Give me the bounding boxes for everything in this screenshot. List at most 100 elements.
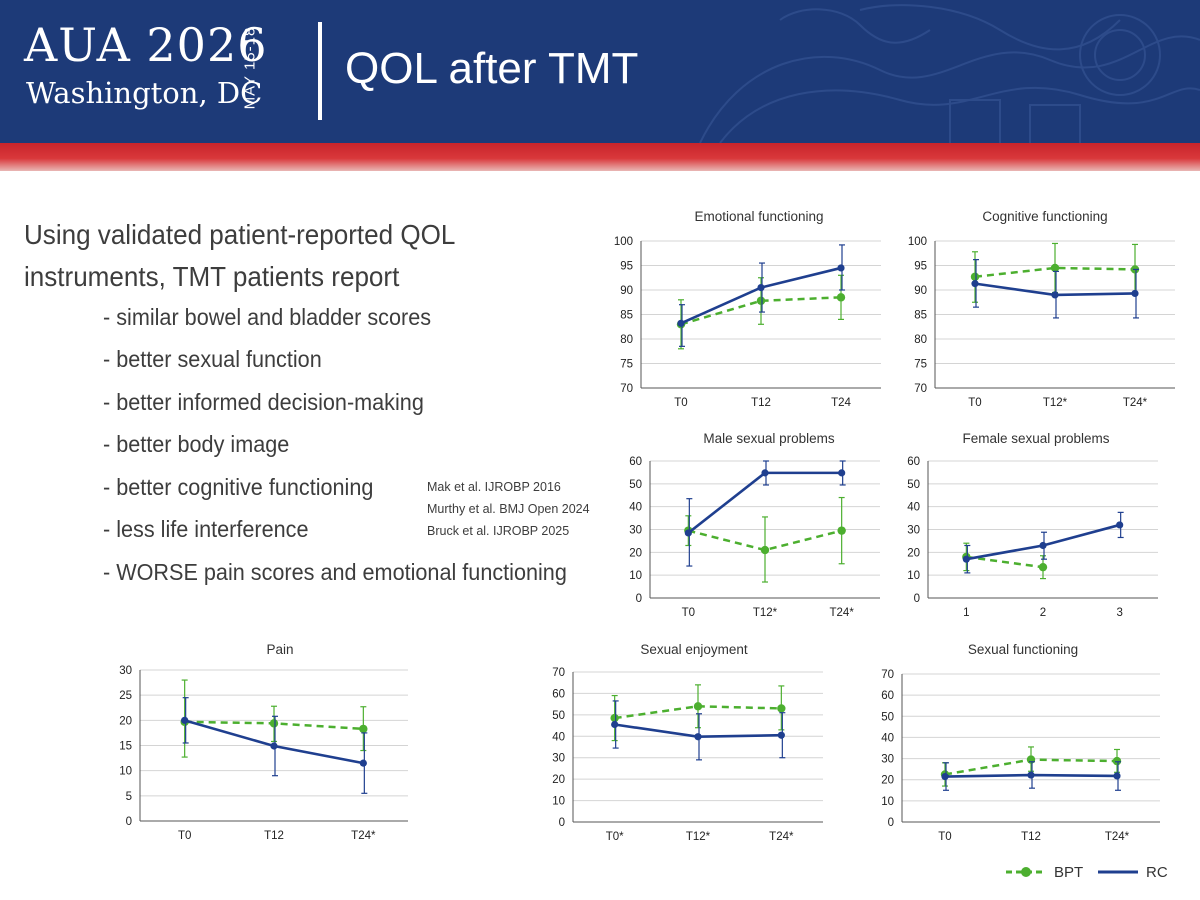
chart-title: Pain: [266, 642, 293, 657]
x-tick-label: T0: [178, 830, 191, 842]
x-tick-label: T12: [1021, 831, 1041, 843]
y-tick-label: 75: [914, 359, 927, 371]
point-bpt: [1050, 263, 1060, 273]
point-bpt: [610, 713, 619, 723]
y-tick-label: 90: [620, 285, 633, 297]
intro-line-1: Using validated patient-reported QOL: [24, 219, 456, 250]
y-tick-label: 40: [629, 502, 642, 514]
title-divider: [318, 22, 322, 120]
y-tick-label: 70: [620, 383, 633, 395]
y-tick-label: 10: [907, 570, 920, 582]
point-rc: [359, 759, 367, 767]
y-tick-label: 5: [126, 791, 132, 803]
y-tick-label: 70: [881, 669, 894, 681]
point-rc: [1051, 291, 1059, 299]
chart-title: Male sexual problems: [703, 431, 835, 446]
x-tick-label: T0: [938, 831, 951, 843]
y-tick-label: 30: [881, 754, 894, 766]
y-tick-label: 0: [636, 593, 642, 605]
red-band: [0, 143, 1200, 171]
chart-panel: Female sexual problems 0 10 20 30 40 50 60 1 2 3: [907, 431, 1158, 619]
y-tick-label: 85: [620, 310, 633, 322]
point-bpt: [970, 272, 980, 281]
y-tick-label: 10: [881, 796, 894, 808]
chart-panel: Cognitive functioning 70 75 80 85 90 95 100 T0 T1…: [908, 209, 1175, 409]
y-tick-label: 75: [620, 359, 633, 371]
series-line-bpt: [680, 296, 842, 326]
y-tick-label: 20: [907, 547, 920, 559]
y-tick-label: 30: [907, 525, 920, 537]
y-tick-label: 70: [914, 383, 927, 395]
point-rc: [1039, 541, 1047, 550]
chart-title: Female sexual problems: [962, 431, 1109, 446]
x-tick-label: T0*: [606, 831, 624, 843]
point-bpt: [760, 545, 770, 555]
legend-rc-label: RC: [1146, 864, 1168, 881]
point-rc: [684, 529, 692, 537]
y-tick-label: 50: [881, 711, 894, 723]
chart-title: Sexual functioning: [968, 642, 1078, 657]
x-tick-label: T24: [831, 397, 851, 409]
y-tick-label: 10: [629, 570, 642, 582]
y-tick-label: 85: [914, 310, 927, 322]
chart-title: Sexual enjoyment: [640, 642, 748, 657]
point-rc: [1116, 521, 1124, 529]
y-tick-label: 50: [907, 479, 920, 491]
x-tick-label: T12*: [753, 607, 778, 619]
x-tick-label: T24*: [769, 831, 794, 843]
chart-panel: Male sexual problems 0 10 20 30 40 50 60 T0 T12* T…: [629, 431, 880, 619]
logo-location: Washington, DC: [26, 76, 263, 110]
x-tick-label: T24*: [351, 830, 376, 842]
x-tick-label: T24*: [830, 607, 855, 619]
logo-title: AUA 2026: [24, 18, 268, 72]
chart-panel: Pain 0 5 10 15 20 25 30 T0 T12 T24*: [119, 642, 408, 842]
y-tick-label: 40: [552, 731, 565, 743]
x-tick-label: T0: [968, 397, 981, 409]
x-tick-label: T0: [682, 607, 695, 619]
y-tick-label: 20: [119, 715, 132, 727]
point-bpt: [693, 702, 703, 711]
point-rc: [1027, 771, 1035, 779]
bullet-item: - similar bowel and bladder scores: [103, 304, 432, 330]
point-rc: [757, 283, 765, 292]
point-rc: [1131, 289, 1139, 298]
slide-title: QOL after TMT: [345, 44, 639, 93]
point-bpt: [777, 704, 786, 713]
bullet-item: - better informed decision-making: [103, 389, 424, 415]
point-rc: [181, 716, 189, 724]
y-tick-label: 15: [119, 741, 132, 753]
y-tick-label: 100: [614, 236, 633, 248]
y-tick-label: 0: [559, 817, 565, 829]
x-tick-label: T24*: [1105, 831, 1130, 843]
point-rc: [962, 555, 970, 563]
point-rc: [837, 264, 845, 272]
y-tick-label: 10: [552, 796, 565, 808]
y-tick-label: 40: [907, 502, 920, 514]
y-tick-label: 25: [119, 690, 132, 702]
y-tick-label: 20: [629, 547, 642, 559]
point-rc: [941, 772, 949, 781]
y-tick-label: 90: [914, 285, 927, 297]
bullet-item: - better body image: [103, 431, 290, 457]
bullet-item: - WORSE pain scores and emotional functi…: [103, 559, 567, 585]
reference: Murthy et al. BMJ Open 2024: [427, 502, 590, 516]
point-rc: [694, 733, 702, 741]
point-bpt: [837, 526, 846, 535]
y-tick-label: 10: [119, 766, 132, 778]
point-rc: [838, 469, 846, 477]
bullet-item: - better sexual function: [103, 346, 322, 372]
y-tick-label: 20: [881, 775, 894, 787]
point-rc: [971, 280, 979, 288]
y-tick-label: 0: [126, 816, 132, 828]
capitol-watermark: [699, 4, 1200, 143]
point-bpt: [359, 724, 368, 734]
y-tick-label: 50: [552, 710, 565, 722]
y-tick-label: 30: [629, 525, 642, 537]
reference: Mak et al. IJROBP 2016: [427, 480, 561, 494]
x-tick-label: T24*: [1123, 397, 1148, 409]
chart-panel: Sexual functioning 0 10 20 30 40 50 60 70 T0 T12 T2…: [881, 642, 1160, 843]
chart-title: Cognitive functioning: [982, 209, 1107, 224]
x-tick-label: T0: [674, 397, 687, 409]
y-tick-label: 50: [629, 479, 642, 491]
